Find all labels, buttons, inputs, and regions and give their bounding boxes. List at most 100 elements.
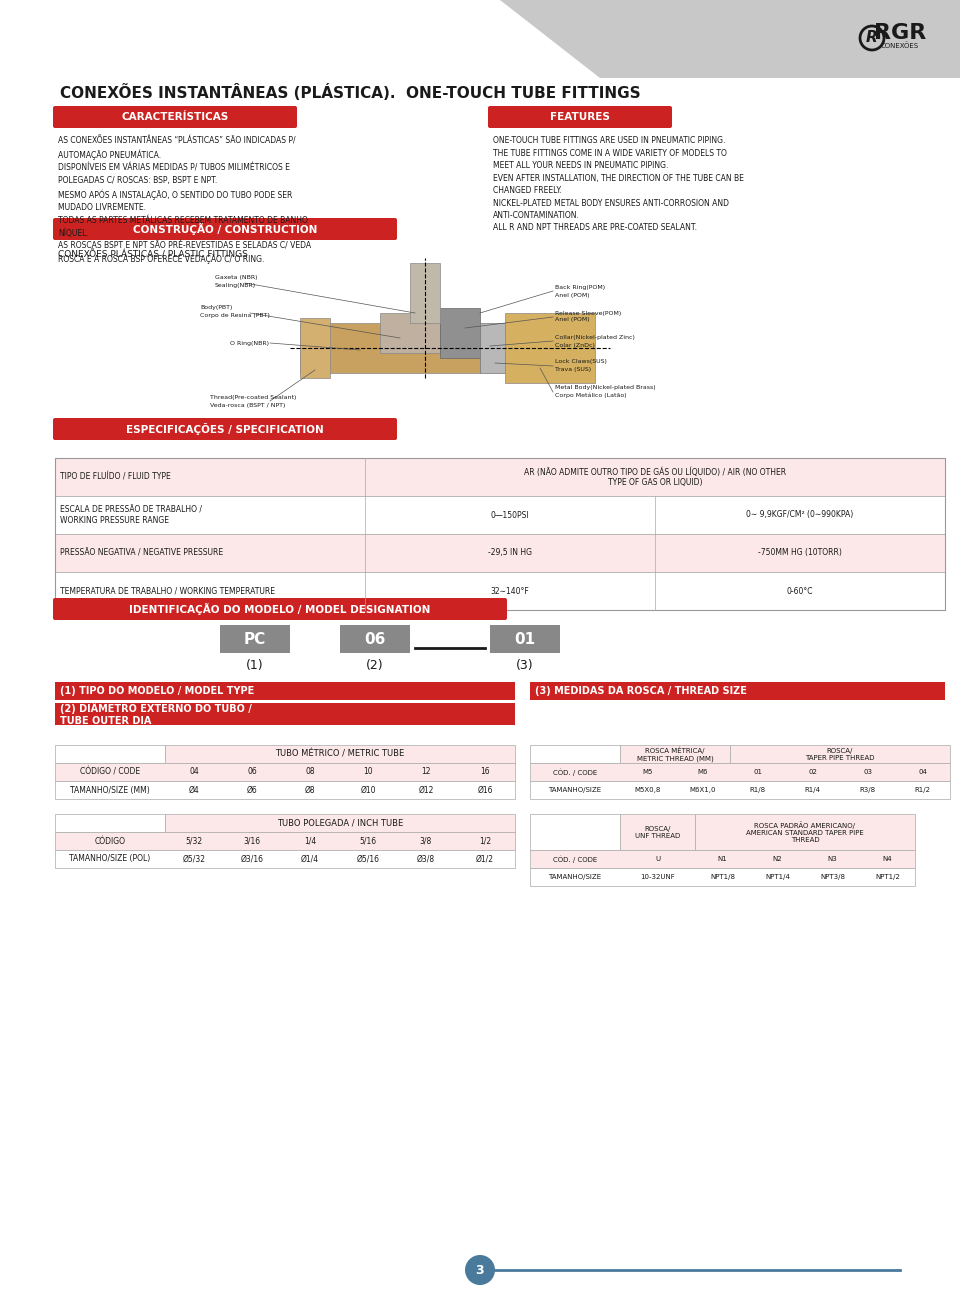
Text: TEMPERATURA DE TRABALHO / WORKING TEMPERATURE: TEMPERATURA DE TRABALHO / WORKING TEMPER… bbox=[60, 587, 275, 596]
Text: 06: 06 bbox=[247, 767, 257, 776]
Text: RGR: RGR bbox=[874, 23, 926, 43]
Text: Ø6: Ø6 bbox=[247, 785, 257, 794]
Text: PRESSÃO NEGATIVA / NEGATIVE PRESSURE: PRESSÃO NEGATIVA / NEGATIVE PRESSURE bbox=[60, 549, 223, 558]
Bar bbox=[165, 745, 515, 763]
Text: 02: 02 bbox=[808, 768, 817, 775]
FancyBboxPatch shape bbox=[488, 106, 672, 129]
Text: O Ring(NBR): O Ring(NBR) bbox=[230, 340, 269, 345]
Text: NPT1/4: NPT1/4 bbox=[765, 874, 790, 880]
Text: Sealing(NBR): Sealing(NBR) bbox=[215, 283, 256, 287]
Text: M6: M6 bbox=[697, 768, 708, 775]
Text: 1/4: 1/4 bbox=[304, 836, 316, 845]
Bar bbox=[55, 832, 515, 850]
Text: Ø5/32: Ø5/32 bbox=[182, 854, 205, 863]
Bar bbox=[530, 745, 620, 763]
Bar bbox=[165, 814, 515, 832]
Text: Ø16: Ø16 bbox=[477, 785, 492, 794]
Text: TAMANHO/SIZE (POL): TAMANHO/SIZE (POL) bbox=[69, 854, 151, 863]
Text: AS CONEXÕES INSTANTÂNEAS “PLÁSTICAS” SÃO INDICADAS P/
AUTOMAÇÃO PNEUMÁTICA.
DISP: AS CONEXÕES INSTANTÂNEAS “PLÁSTICAS” SÃO… bbox=[58, 136, 311, 265]
Text: (3): (3) bbox=[516, 658, 534, 671]
Text: Anel (POM): Anel (POM) bbox=[555, 318, 589, 322]
Text: R1/2: R1/2 bbox=[915, 787, 930, 793]
Bar bbox=[340, 626, 410, 653]
Bar bbox=[55, 745, 165, 763]
Bar bbox=[505, 313, 595, 383]
Text: N1: N1 bbox=[718, 855, 728, 862]
Text: Ø10: Ø10 bbox=[360, 785, 375, 794]
Bar bbox=[530, 850, 915, 868]
Text: TIPO DE FLUÍDO / FLUID TYPE: TIPO DE FLUÍDO / FLUID TYPE bbox=[60, 472, 171, 482]
Bar bbox=[530, 868, 915, 887]
Text: 10-32UNF: 10-32UNF bbox=[640, 874, 675, 880]
Bar bbox=[620, 814, 695, 850]
Text: 0-60°C: 0-60°C bbox=[787, 587, 813, 596]
Text: ROSCA PADRÃO AMERICANO/
AMERICAN STANDARD TAPER PIPE
THREAD: ROSCA PADRÃO AMERICANO/ AMERICAN STANDAR… bbox=[746, 822, 864, 842]
Text: N4: N4 bbox=[882, 855, 892, 862]
Text: 0―150PSI: 0―150PSI bbox=[491, 510, 529, 519]
Text: Ø3/16: Ø3/16 bbox=[241, 854, 263, 863]
Text: IDENTIFICAÇÃO DO MODELO / MODEL DESIGNATION: IDENTIFICAÇÃO DO MODELO / MODEL DESIGNAT… bbox=[130, 604, 431, 615]
Bar bbox=[55, 533, 945, 572]
Text: TAMANHO/SIZE (MM): TAMANHO/SIZE (MM) bbox=[70, 785, 150, 794]
Text: Collar(Nickel-plated Zinc): Collar(Nickel-plated Zinc) bbox=[555, 335, 635, 340]
FancyBboxPatch shape bbox=[53, 418, 397, 440]
Text: Release Sleeve(POM): Release Sleeve(POM) bbox=[555, 310, 621, 315]
Text: R3/8: R3/8 bbox=[859, 787, 876, 793]
Text: Back Ring(POM): Back Ring(POM) bbox=[555, 286, 605, 291]
Text: Veda-rosca (BSPT / NPT): Veda-rosca (BSPT / NPT) bbox=[210, 402, 285, 408]
Bar bbox=[530, 681, 945, 700]
Text: 10: 10 bbox=[363, 767, 372, 776]
Text: Corpo de Resina (PBT): Corpo de Resina (PBT) bbox=[200, 313, 270, 318]
Text: Ø1/4: Ø1/4 bbox=[300, 854, 319, 863]
Text: R1/8: R1/8 bbox=[750, 787, 765, 793]
Bar bbox=[480, 323, 505, 373]
Bar bbox=[300, 323, 480, 373]
Bar bbox=[55, 458, 945, 610]
Text: M5X0,8: M5X0,8 bbox=[635, 787, 660, 793]
Text: Trava (SUS): Trava (SUS) bbox=[555, 366, 591, 371]
Bar bbox=[55, 763, 515, 781]
Text: CONEXÕES PLÁSTICAS / PLASTIC FITTINGS: CONEXÕES PLÁSTICAS / PLASTIC FITTINGS bbox=[58, 251, 248, 260]
Text: M5: M5 bbox=[642, 768, 653, 775]
Bar bbox=[55, 814, 165, 832]
Text: ESCALA DE PRESSÃO DE TRABALHO /
WORKING PRESSURE RANGE: ESCALA DE PRESSÃO DE TRABALHO / WORKING … bbox=[60, 505, 202, 524]
Text: 3/8: 3/8 bbox=[420, 836, 432, 845]
Bar bbox=[530, 763, 950, 781]
Text: CARACTERÍSTICAS: CARACTERÍSTICAS bbox=[121, 112, 228, 122]
Text: CÓDIGO: CÓDIGO bbox=[94, 836, 126, 845]
Text: PC: PC bbox=[244, 632, 266, 646]
Text: CÓDIGO / CODE: CÓDIGO / CODE bbox=[80, 767, 140, 776]
Bar bbox=[55, 704, 515, 726]
Text: 03: 03 bbox=[863, 768, 872, 775]
Text: Thread(Pre-coated Sealant): Thread(Pre-coated Sealant) bbox=[210, 396, 297, 401]
Text: N3: N3 bbox=[828, 855, 837, 862]
Text: NPT3/8: NPT3/8 bbox=[820, 874, 845, 880]
Text: 06: 06 bbox=[364, 632, 386, 646]
Text: Ø5/16: Ø5/16 bbox=[356, 854, 379, 863]
Text: Gaxeta (NBR): Gaxeta (NBR) bbox=[215, 275, 257, 280]
Text: ROSCA/
TAPER PIPE THREAD: ROSCA/ TAPER PIPE THREAD bbox=[805, 748, 875, 761]
Bar bbox=[730, 745, 950, 763]
Text: Corpo Metálico (Latão): Corpo Metálico (Latão) bbox=[555, 392, 627, 397]
Text: TAMANHO/SIZE: TAMANHO/SIZE bbox=[548, 787, 602, 793]
Bar bbox=[55, 496, 945, 533]
Bar bbox=[55, 850, 515, 868]
Text: 04: 04 bbox=[918, 768, 927, 775]
Text: R: R bbox=[866, 30, 877, 45]
Text: Anel (POM): Anel (POM) bbox=[555, 292, 589, 297]
Bar bbox=[620, 745, 730, 763]
Text: Ø12: Ø12 bbox=[419, 785, 434, 794]
Text: Body(PBT): Body(PBT) bbox=[200, 305, 232, 310]
Text: ESPECIFICAÇÕES / SPECIFICATION: ESPECIFICAÇÕES / SPECIFICATION bbox=[126, 423, 324, 435]
Bar bbox=[440, 308, 480, 358]
Text: 04: 04 bbox=[189, 767, 199, 776]
Text: CÓD. / CODE: CÓD. / CODE bbox=[553, 768, 597, 776]
Circle shape bbox=[465, 1255, 495, 1285]
Text: CONSTRUÇÃO / CONSTRUCTION: CONSTRUÇÃO / CONSTRUCTION bbox=[132, 223, 317, 235]
Text: (2) DIÂMETRO EXTERNO DO TUBO /
TUBE OUTER DIA: (2) DIÂMETRO EXTERNO DO TUBO / TUBE OUTE… bbox=[60, 702, 252, 726]
Bar bbox=[380, 313, 440, 353]
Bar bbox=[55, 572, 945, 610]
Bar bbox=[490, 626, 560, 653]
Text: TAMANHO/SIZE: TAMANHO/SIZE bbox=[548, 874, 602, 880]
Text: U: U bbox=[655, 855, 660, 862]
